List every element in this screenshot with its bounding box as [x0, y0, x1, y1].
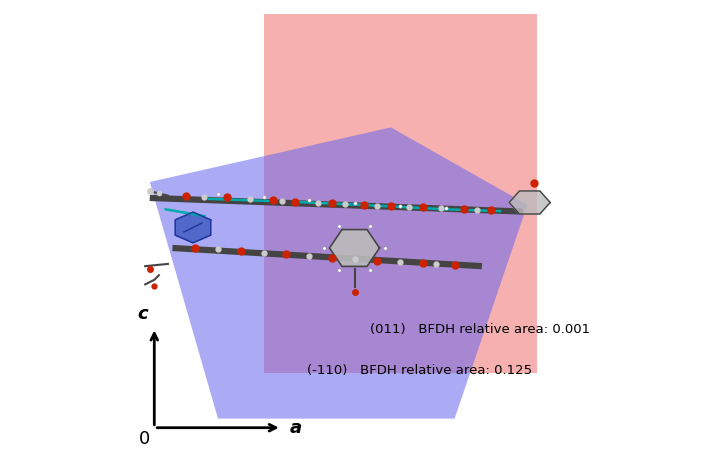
Polygon shape [330, 230, 379, 266]
Text: c: c [138, 305, 148, 323]
Polygon shape [264, 14, 537, 373]
Text: a: a [290, 419, 302, 437]
Polygon shape [509, 191, 550, 214]
Text: (-110)   BFDH relative area: 0.125: (-110) BFDH relative area: 0.125 [307, 364, 532, 377]
Text: (011)   BFDH relative area: 0.001: (011) BFDH relative area: 0.001 [370, 324, 591, 336]
Polygon shape [150, 127, 527, 419]
Text: 0: 0 [139, 430, 150, 448]
Polygon shape [175, 212, 211, 243]
